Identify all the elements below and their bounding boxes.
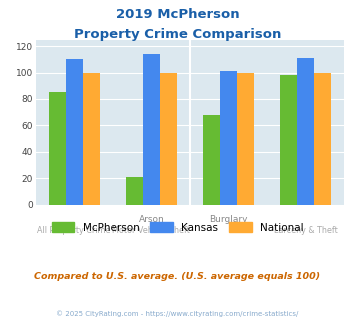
- Text: Compared to U.S. average. (U.S. average equals 100): Compared to U.S. average. (U.S. average …: [34, 272, 321, 281]
- Text: 2019 McPherson: 2019 McPherson: [116, 8, 239, 21]
- Bar: [143, 54, 160, 205]
- Text: © 2025 CityRating.com - https://www.cityrating.com/crime-statistics/: © 2025 CityRating.com - https://www.city…: [56, 310, 299, 317]
- Bar: [160, 73, 177, 205]
- Text: Burglary: Burglary: [209, 215, 248, 224]
- Bar: [237, 73, 254, 205]
- Text: Arson: Arson: [138, 215, 164, 224]
- Legend: McPherson, Kansas, National: McPherson, Kansas, National: [47, 218, 308, 237]
- Text: All Property Crime: All Property Crime: [37, 226, 111, 235]
- Text: Motor Vehicle Theft: Motor Vehicle Theft: [113, 226, 190, 235]
- Bar: [49, 92, 66, 205]
- Bar: [126, 177, 143, 205]
- Bar: [297, 58, 314, 205]
- Bar: [314, 73, 331, 205]
- Text: Property Crime Comparison: Property Crime Comparison: [74, 28, 281, 41]
- Bar: [203, 115, 220, 205]
- Bar: [220, 71, 237, 205]
- Text: Larceny & Theft: Larceny & Theft: [274, 226, 338, 235]
- Bar: [66, 59, 83, 205]
- Bar: [83, 73, 100, 205]
- Bar: [280, 75, 297, 205]
